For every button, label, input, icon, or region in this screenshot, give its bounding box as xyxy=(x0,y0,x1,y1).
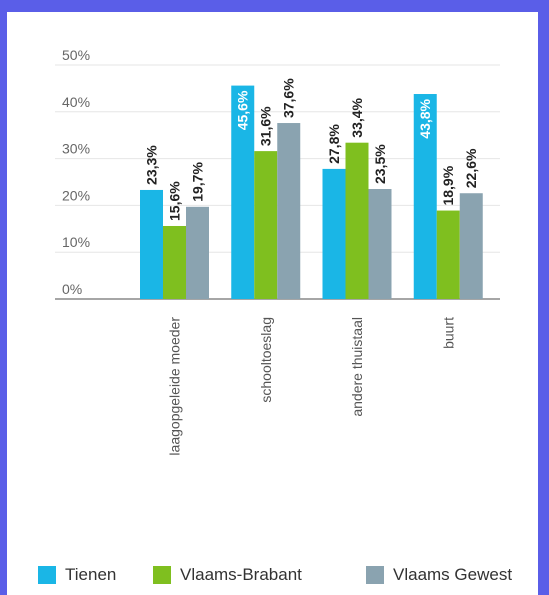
legend-label-vlaams-gewest: Vlaams Gewest xyxy=(393,565,513,584)
data-label: 15,6% xyxy=(167,181,183,221)
legend-label-tienen: Tienen xyxy=(65,565,117,584)
data-label: 31,6% xyxy=(258,106,274,146)
category-label: schooltoeslag xyxy=(258,317,274,403)
data-label: 33,4% xyxy=(349,97,365,137)
data-label: 19,7% xyxy=(190,162,206,202)
y-tick-label: 20% xyxy=(62,187,90,203)
data-label: 43,8% xyxy=(417,98,433,138)
bar xyxy=(368,189,392,299)
category-label: buurt xyxy=(440,317,456,349)
bar xyxy=(277,123,301,299)
bar xyxy=(322,168,346,299)
data-label: 22,6% xyxy=(463,148,479,188)
chart-legend: Tienen Vlaams-Brabant Vlaams Gewest xyxy=(0,560,549,590)
category-label: laagopgeleide moeder xyxy=(167,317,183,456)
legend-item-vlaams-gewest: Vlaams Gewest xyxy=(366,560,512,590)
bar xyxy=(140,189,163,299)
y-tick-label: 30% xyxy=(62,141,90,157)
legend-label-vlaams-brabant: Vlaams-Brabant xyxy=(180,565,302,584)
chart-panel xyxy=(7,12,538,595)
legend-swatch-vlaams-brabant xyxy=(153,566,171,584)
bar xyxy=(163,225,186,299)
y-tick-label: 0% xyxy=(62,281,82,297)
legend-item-vlaams-brabant: Vlaams-Brabant xyxy=(153,560,302,590)
y-tick-label: 10% xyxy=(62,234,90,250)
bar xyxy=(254,151,278,299)
bar xyxy=(345,142,369,299)
bar xyxy=(413,94,437,300)
y-tick-label: 50% xyxy=(62,47,90,63)
data-label: 18,9% xyxy=(440,165,456,205)
legend-swatch-tienen xyxy=(38,566,56,584)
category-label: andere thuistaal xyxy=(349,317,365,417)
bar-chart: 0% 10% 20% 30% 40% 50% 23,3% 15,6% 19,7% laagopge… xyxy=(55,47,500,456)
data-label: 23,5% xyxy=(372,144,388,184)
bar xyxy=(231,85,255,299)
data-label: 27,8% xyxy=(326,124,342,164)
data-label: 23,3% xyxy=(144,145,160,185)
bar xyxy=(186,206,209,299)
legend-swatch-vlaams-gewest xyxy=(366,566,384,584)
legend-item-tienen: Tienen xyxy=(38,560,116,590)
y-tick-label: 40% xyxy=(62,94,90,110)
bar xyxy=(459,193,483,299)
data-label: 37,6% xyxy=(281,78,297,118)
data-label: 45,6% xyxy=(235,90,251,130)
bar xyxy=(436,210,460,299)
